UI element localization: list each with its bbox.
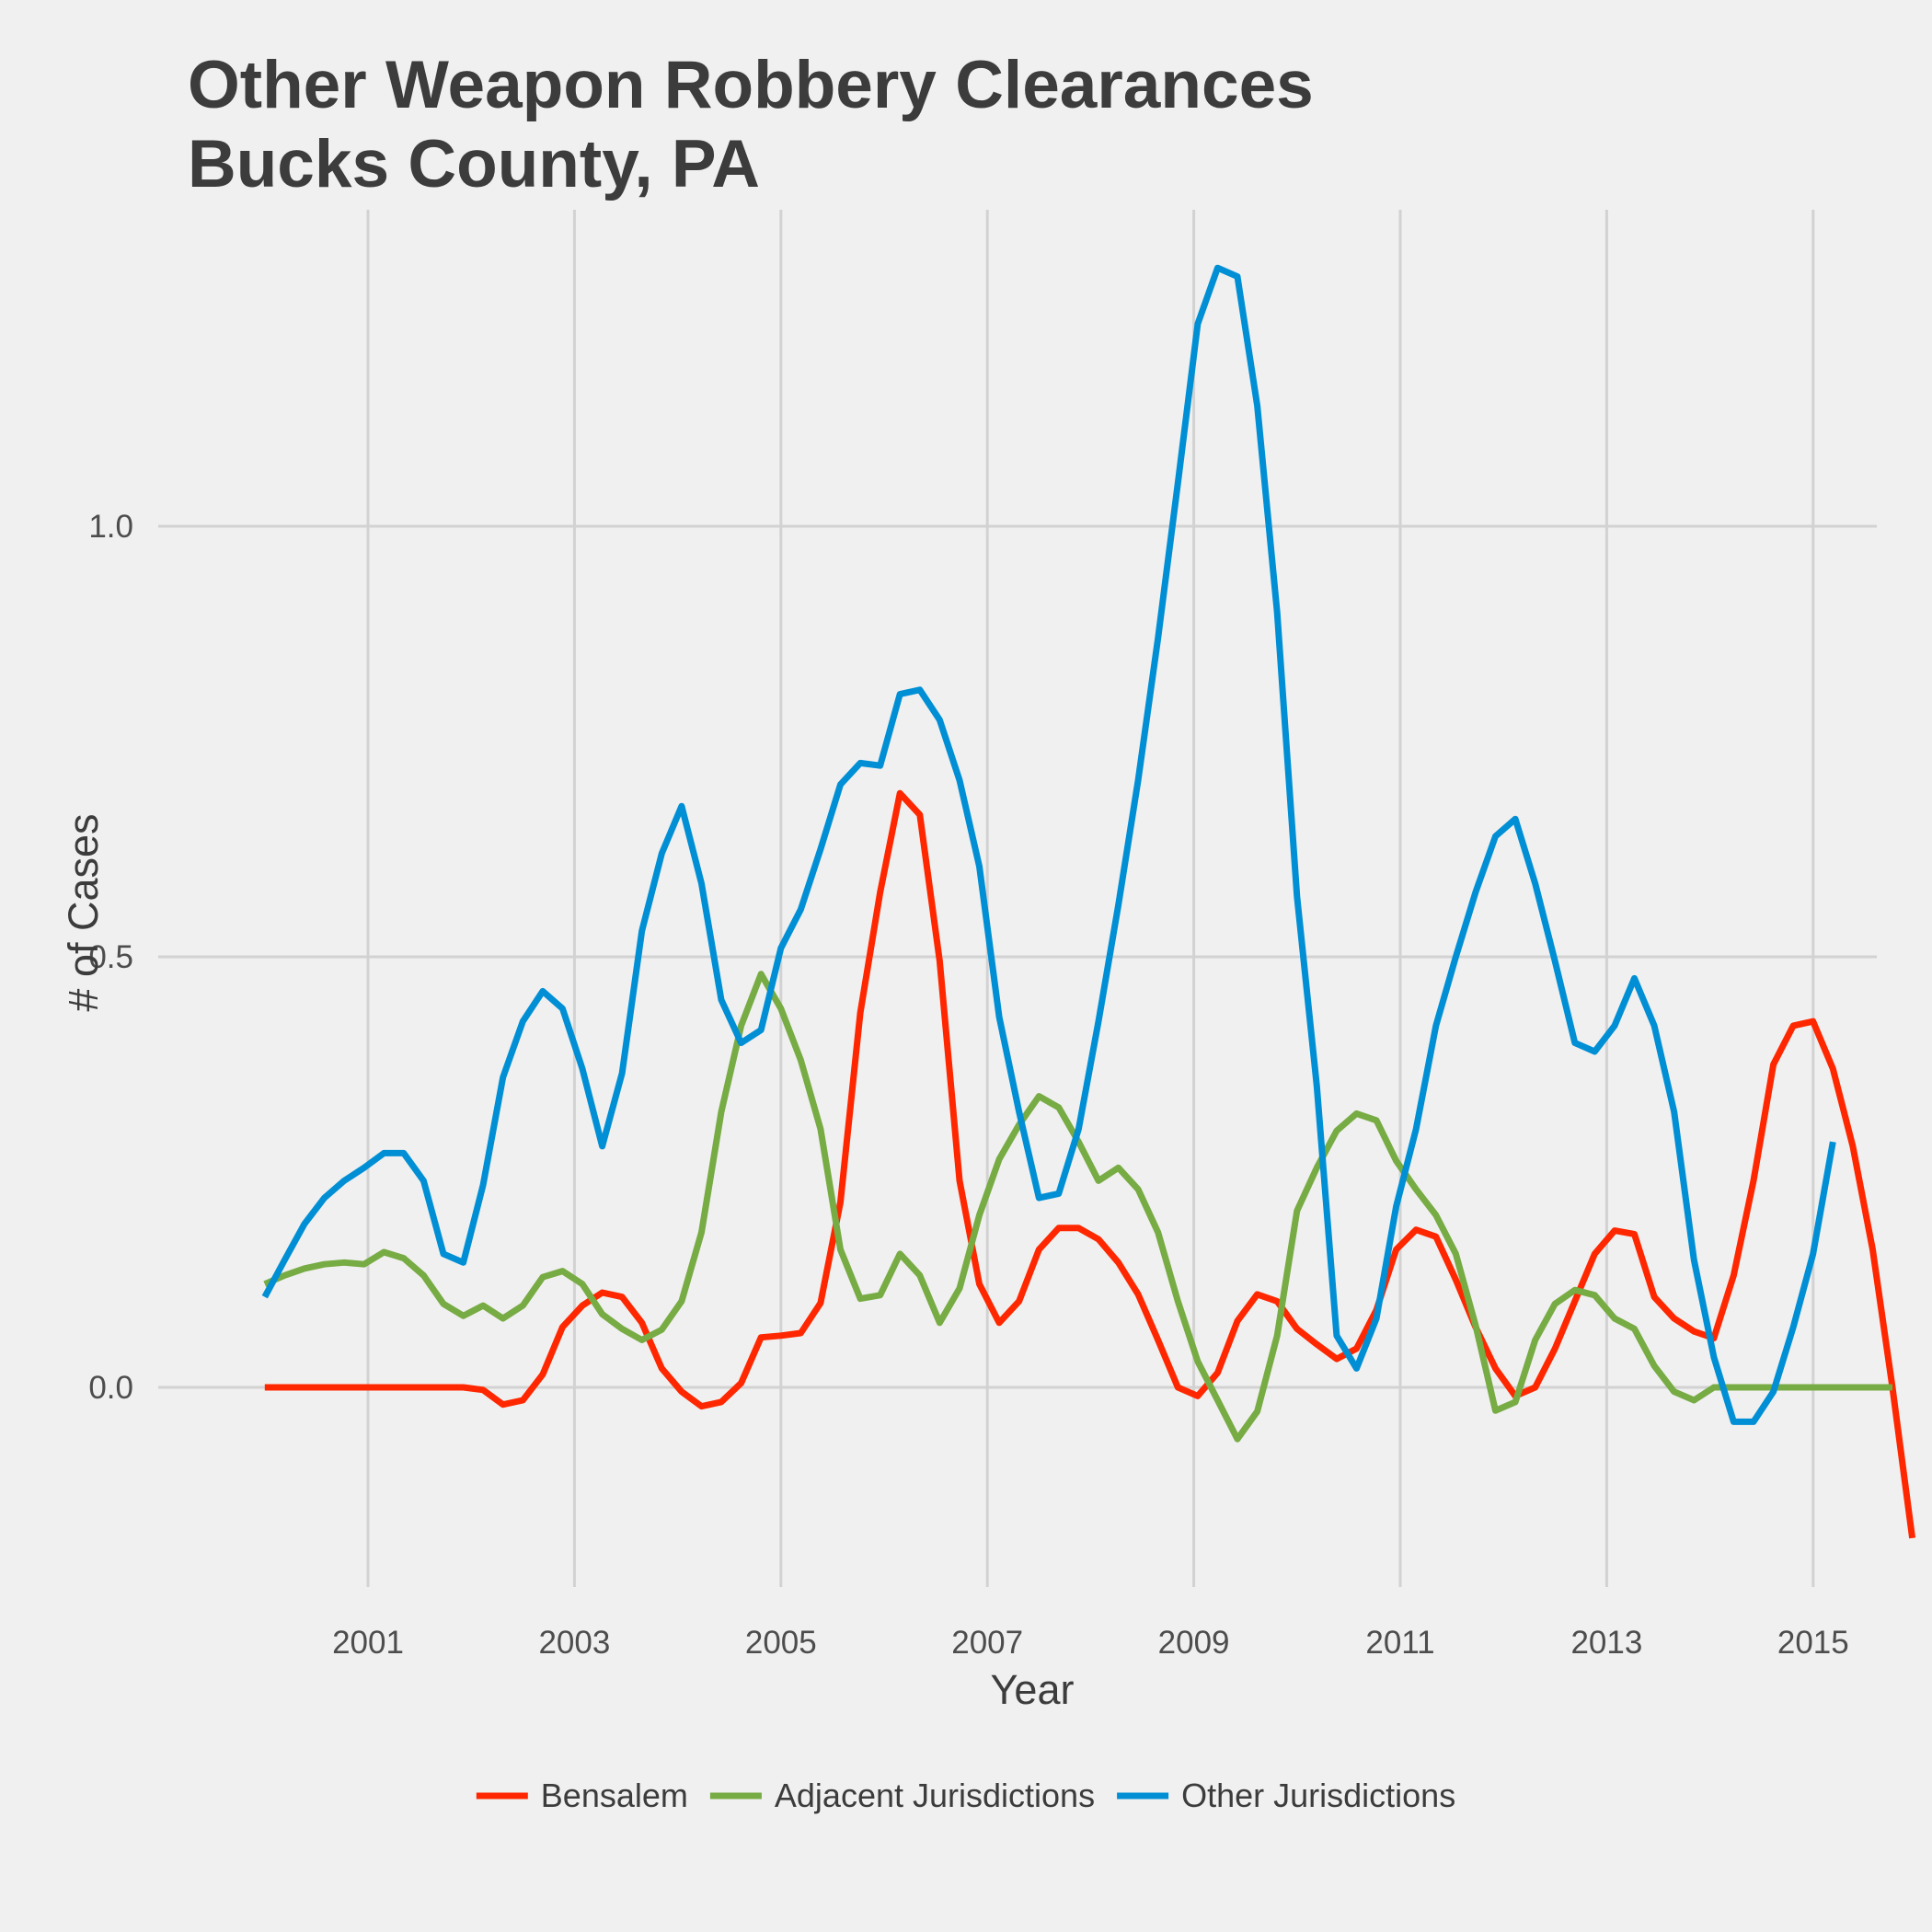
x-axis-title: Year — [991, 1666, 1075, 1713]
x-tick-label: 2015 — [1777, 1625, 1849, 1661]
series-lines — [261, 264, 1916, 1539]
legend-label: Other Jurisdictions — [1181, 1777, 1455, 1814]
y-tick-labels: 0.0 0.5 1.0 — [88, 509, 133, 1406]
legend: Bensalem Adjacent Jurisdictions Other Juri… — [476, 1777, 1455, 1814]
series-line-adjacent-jurisdictions — [263, 971, 1892, 1443]
series-line-bensalem — [264, 789, 1916, 1539]
y-axis-title: # of Cases — [60, 813, 107, 1011]
legend-item: Adjacent Jurisdictions — [709, 1777, 1095, 1814]
legend-label: Adjacent Jurisdictions — [775, 1777, 1095, 1814]
chart-title-line1: Other Weapon Robbery Clearances — [188, 48, 1314, 122]
series-line-other-jurisdictions — [261, 264, 1836, 1425]
x-tick-label: 2003 — [538, 1625, 610, 1661]
chart-title-line2: Bucks County, PA — [188, 127, 760, 201]
y-tick-label: 0.5 — [88, 939, 133, 975]
x-tick-label: 2001 — [332, 1625, 404, 1661]
y-tick-label: 0.0 — [88, 1370, 133, 1406]
x-tick-label: 2007 — [951, 1625, 1023, 1661]
x-tick-label: 2005 — [745, 1625, 817, 1661]
x-tick-label: 2011 — [1365, 1625, 1434, 1661]
legend-item: Other Jurisdictions — [1117, 1777, 1455, 1814]
x-tick-label: 2009 — [1158, 1625, 1230, 1661]
legend-label: Bensalem — [541, 1777, 688, 1814]
legend-item: Bensalem — [476, 1777, 688, 1814]
gridlines — [158, 210, 1877, 1587]
y-tick-label: 1.0 — [88, 509, 133, 545]
x-tick-labels: 2001 2003 2005 2007 2009 2011 2013 2015 — [332, 1625, 1849, 1661]
x-tick-label: 2013 — [1570, 1625, 1642, 1661]
chart-title: Other Weapon Robbery Clearances Bucks Co… — [188, 46, 1314, 204]
